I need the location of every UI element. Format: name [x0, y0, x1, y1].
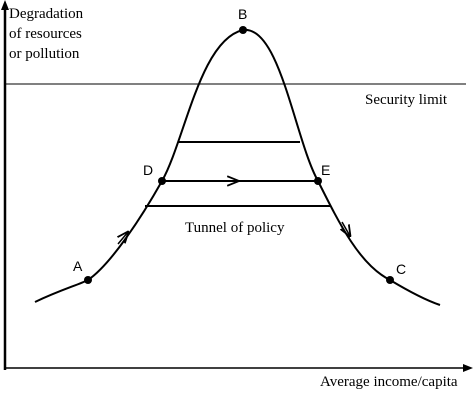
point-c [386, 276, 394, 284]
point-e [314, 177, 322, 185]
x-axis-arrow [463, 364, 473, 372]
point-label: A [73, 258, 83, 274]
point-b [239, 26, 247, 34]
y-axis-label: Degradation [9, 6, 84, 22]
x-axis-label: Average income/capita [320, 374, 458, 390]
point-label: C [396, 261, 406, 277]
curve-arrow [118, 232, 128, 245]
security-limit-label: Security limit [365, 92, 448, 108]
kuznets-curve [34, 28, 441, 306]
point-a [84, 276, 92, 284]
y-axis-arrow [1, 0, 9, 10]
curve-arrow [342, 221, 350, 236]
y-axis-label: or pollution [9, 46, 80, 62]
y-axis-label: of resources [9, 26, 82, 42]
point-d [158, 177, 166, 185]
tunnel-label: Tunnel of policy [185, 220, 285, 236]
point-label: D [143, 162, 153, 178]
point-label: B [238, 6, 247, 22]
point-label: E [321, 162, 330, 178]
